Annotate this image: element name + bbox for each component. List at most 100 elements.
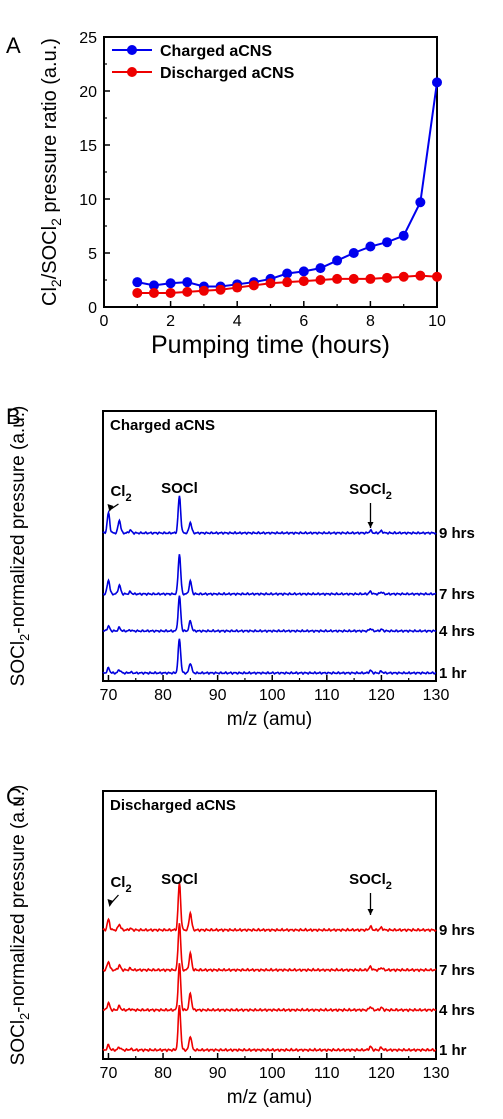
data-point <box>382 272 393 283</box>
peak-annotation: SOCl2 <box>349 871 392 892</box>
x-tick-label: 90 <box>209 687 227 704</box>
x-axis-label: m/z (amu) <box>227 1087 313 1108</box>
y-axis-label: Cl2/SOCl2 pressure ratio (a.u.) <box>39 38 64 306</box>
data-point <box>432 271 442 282</box>
panel-c: C Discharged aCNS 70 80 90 100 110 120 130 m/z (… <box>6 784 475 1108</box>
annotation-arrowhead <box>107 504 114 512</box>
y-tick-label: 15 <box>79 138 97 155</box>
panel-a: A 0 2 4 6 8 10 0 5 10 15 20 25 Pumping time (hours) C… <box>6 30 446 359</box>
x-tick-label: 80 <box>154 1065 172 1082</box>
panel-b: B Charged aCNS 70 80 90 100 110 120 130 m/z (amu… <box>6 404 475 730</box>
x-axis-label: m/z (amu) <box>227 709 313 730</box>
y-tick-label: 0 <box>88 300 97 317</box>
spectrum-trace <box>102 1004 437 1053</box>
spectrum-trace <box>102 923 437 973</box>
annotation-arrowhead <box>367 522 374 528</box>
plot-title: Discharged aCNS <box>110 797 236 814</box>
data-point <box>348 273 359 284</box>
legend-label: Discharged aCNS <box>160 65 295 82</box>
data-point <box>332 273 343 284</box>
x-tick-label: 10 <box>428 313 446 330</box>
data-point <box>232 282 243 293</box>
trace-label: 7 hrs <box>439 962 475 979</box>
x-tick-label: 90 <box>209 1065 227 1082</box>
data-point <box>365 273 376 284</box>
data-point <box>215 284 226 295</box>
x-tick-label: 110 <box>314 1065 340 1082</box>
x-tick-label: 130 <box>423 687 450 704</box>
data-point <box>432 77 442 88</box>
annotation-arrowhead <box>367 909 374 915</box>
peak-annotation: SOCl <box>161 480 198 497</box>
data-point <box>398 230 409 241</box>
x-tick-label: 8 <box>366 313 375 330</box>
annotation-arrowhead <box>107 899 114 907</box>
y-tick-label: 5 <box>88 246 97 263</box>
legend-marker <box>127 45 137 55</box>
spectrum-trace <box>102 595 437 634</box>
spectrum-trace <box>102 638 436 676</box>
trace-label: 1 hr <box>439 1042 467 1059</box>
data-point <box>282 268 293 279</box>
legend-label: Charged aCNS <box>160 43 272 60</box>
data-point <box>132 277 143 288</box>
plot-title: Charged aCNS <box>110 417 215 434</box>
y-axis-label: SOCl2-normalized pressure (a.u.) <box>8 785 32 1066</box>
x-tick-label: 100 <box>259 687 286 704</box>
data-point <box>182 277 193 288</box>
data-point <box>315 263 326 274</box>
data-point <box>298 276 309 287</box>
data-point <box>415 270 426 281</box>
peak-annotation: SOCl2 <box>349 481 392 502</box>
data-point <box>348 248 359 258</box>
x-tick-label: 120 <box>368 1065 395 1082</box>
spectrum-trace <box>103 554 437 597</box>
trace-label: 4 hrs <box>439 1002 475 1019</box>
x-tick-label: 80 <box>154 687 172 704</box>
legend-marker <box>127 67 137 77</box>
panel-b-label: B <box>6 404 21 429</box>
data-point <box>282 277 293 288</box>
data-point <box>148 280 159 291</box>
y-tick-label: 10 <box>79 192 97 209</box>
data-point <box>265 278 276 289</box>
x-tick-label: 100 <box>259 1065 286 1082</box>
data-point <box>382 237 393 248</box>
panel-b-plot: Charged aCNS 70 80 90 100 110 120 130 m/z (amu) S… <box>8 406 475 730</box>
trace-label: 9 hrs <box>439 922 475 939</box>
plot-frame <box>102 790 437 1060</box>
x-tick-label: 70 <box>100 1065 118 1082</box>
data-point <box>365 241 376 252</box>
x-tick-label: 70 <box>100 687 118 704</box>
trace-label: 9 hrs <box>439 525 475 542</box>
panel-a-plot: 0 2 4 6 8 10 0 5 10 15 20 25 Pumping time (hours) Cl2… <box>39 30 446 359</box>
spectrum-trace <box>102 495 437 536</box>
data-point <box>165 287 176 298</box>
trace-label: 4 hrs <box>439 623 475 640</box>
data-point <box>165 278 176 289</box>
spectrum-trace <box>102 882 437 933</box>
x-tick-label: 0 <box>100 313 109 330</box>
data-point <box>248 280 259 291</box>
data-point <box>198 285 209 296</box>
y-axis-label: SOCl2-normalized pressure (a.u.) <box>8 406 32 687</box>
peak-annotation: Cl2 <box>110 483 131 504</box>
series-line <box>137 82 438 288</box>
panel-a-label: A <box>6 33 21 58</box>
panel-c-label: C <box>6 784 22 809</box>
data-point <box>298 266 309 277</box>
x-tick-label: 110 <box>314 687 340 704</box>
trace-label: 1 hr <box>439 665 467 682</box>
x-tick-label: 120 <box>368 687 395 704</box>
plot-frame <box>102 410 437 682</box>
x-tick-label: 130 <box>423 1065 450 1082</box>
trace-label: 7 hrs <box>439 586 475 603</box>
spectrum-trace <box>102 963 437 1013</box>
data-point <box>415 197 426 208</box>
panel-c-plot: Discharged aCNS 70 80 90 100 110 120 130 m/z (am… <box>8 785 475 1108</box>
peak-annotation: SOCl <box>161 871 198 888</box>
x-tick-label: 6 <box>299 313 308 330</box>
data-point <box>132 287 143 298</box>
y-tick-label: 20 <box>79 84 97 101</box>
